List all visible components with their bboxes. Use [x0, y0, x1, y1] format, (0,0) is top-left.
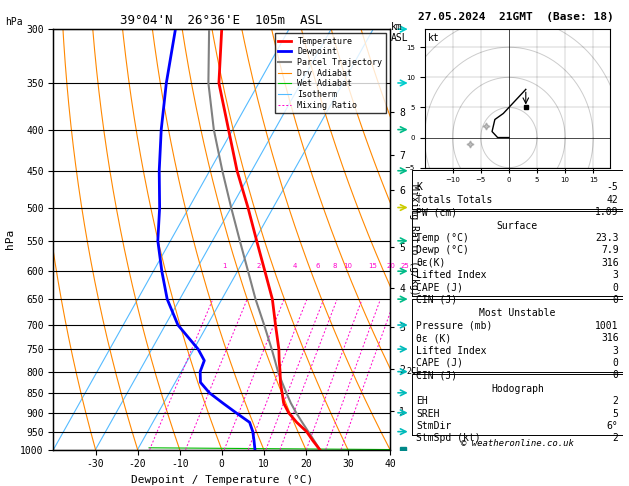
Text: EH: EH	[416, 396, 428, 406]
Text: 8: 8	[332, 263, 337, 269]
Text: 5: 5	[613, 409, 618, 418]
Text: 316: 316	[601, 258, 618, 268]
Text: PW (cm): PW (cm)	[416, 207, 457, 217]
Text: 0: 0	[613, 295, 618, 305]
Y-axis label: Mixing Ratio (g/kg): Mixing Ratio (g/kg)	[409, 184, 419, 295]
Text: θε (K): θε (K)	[416, 333, 452, 343]
Text: CAPE (J): CAPE (J)	[416, 282, 463, 293]
Text: 23.3: 23.3	[595, 233, 618, 243]
Text: -5: -5	[607, 182, 618, 192]
Text: 10: 10	[343, 263, 352, 269]
Text: Pressure (mb): Pressure (mb)	[416, 321, 493, 331]
Text: CIN (J): CIN (J)	[416, 370, 457, 380]
X-axis label: Dewpoint / Temperature (°C): Dewpoint / Temperature (°C)	[131, 475, 313, 485]
Text: CAPE (J): CAPE (J)	[416, 358, 463, 368]
Text: 0: 0	[613, 358, 618, 368]
Text: SREH: SREH	[416, 409, 440, 418]
Text: Totals Totals: Totals Totals	[416, 195, 493, 205]
Text: 15: 15	[368, 263, 377, 269]
Text: StmSpd (kt): StmSpd (kt)	[416, 433, 481, 443]
Text: 1: 1	[223, 263, 227, 269]
Text: 2: 2	[613, 396, 618, 406]
Text: 1001: 1001	[595, 321, 618, 331]
Text: Lifted Index: Lifted Index	[416, 346, 487, 355]
Text: © weatheronline.co.uk: © weatheronline.co.uk	[461, 439, 574, 449]
Text: 3: 3	[613, 346, 618, 355]
Text: 2: 2	[613, 433, 618, 443]
Title: 39°04'N  26°36'E  105m  ASL: 39°04'N 26°36'E 105m ASL	[121, 14, 323, 27]
Text: CIN (J): CIN (J)	[416, 295, 457, 305]
Legend: Temperature, Dewpoint, Parcel Trajectory, Dry Adiabat, Wet Adiabat, Isotherm, Mi: Temperature, Dewpoint, Parcel Trajectory…	[275, 34, 386, 113]
Text: 2: 2	[257, 263, 261, 269]
Text: 42: 42	[607, 195, 618, 205]
Text: 2CL: 2CL	[407, 367, 422, 376]
Text: Temp (°C): Temp (°C)	[416, 233, 469, 243]
Text: 6°: 6°	[607, 421, 618, 431]
Text: 25: 25	[401, 263, 409, 269]
Text: Dewp (°C): Dewp (°C)	[416, 245, 469, 256]
Y-axis label: hPa: hPa	[4, 229, 14, 249]
Text: 3: 3	[613, 270, 618, 280]
Text: 1.09: 1.09	[595, 207, 618, 217]
Text: 20: 20	[386, 263, 395, 269]
Text: hPa: hPa	[5, 17, 23, 27]
Text: Most Unstable: Most Unstable	[479, 309, 555, 318]
Text: Surface: Surface	[497, 221, 538, 231]
Text: 27.05.2024  21GMT  (Base: 18): 27.05.2024 21GMT (Base: 18)	[418, 12, 614, 22]
Text: 316: 316	[601, 333, 618, 343]
Text: θε(K): θε(K)	[416, 258, 445, 268]
Text: 0: 0	[613, 282, 618, 293]
Text: km
ASL: km ASL	[391, 22, 409, 43]
Text: kt: kt	[428, 34, 440, 43]
Text: Hodograph: Hodograph	[491, 384, 544, 394]
Text: 4: 4	[293, 263, 298, 269]
Text: K: K	[416, 182, 422, 192]
Text: Lifted Index: Lifted Index	[416, 270, 487, 280]
Text: 7.9: 7.9	[601, 245, 618, 256]
Text: StmDir: StmDir	[416, 421, 452, 431]
Text: 0: 0	[613, 370, 618, 380]
Text: 6: 6	[316, 263, 320, 269]
